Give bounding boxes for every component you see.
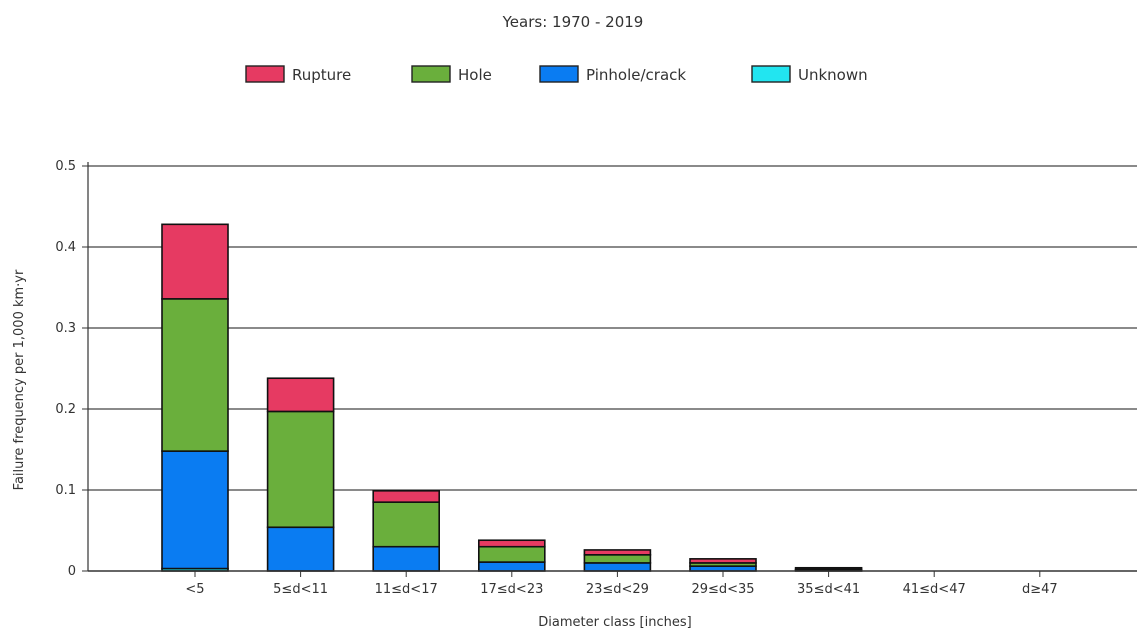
- legend-swatch: [411, 65, 451, 83]
- bar-pinhole-crack-3: [477, 561, 546, 572]
- bar-pinhole-crack-1: [266, 526, 335, 572]
- x-tick-label: 29≤d<35: [691, 582, 754, 597]
- y-axis-label: Failure frequency per 1,000 km·yr: [12, 269, 27, 490]
- bar-rupture-4: [583, 549, 652, 556]
- bar-rupture-3: [477, 539, 546, 548]
- legend-item-pinhole-crack: Pinhole/crack: [539, 65, 686, 84]
- grid-lines: [88, 165, 1137, 491]
- legend-label: Unknown: [798, 66, 868, 84]
- bar-rupture-5: [689, 558, 757, 564]
- bar-pinhole-crack-0: [161, 450, 229, 570]
- legend-swatch: [539, 65, 579, 83]
- bar-pinhole-crack-2: [372, 545, 441, 572]
- legend-label: Hole: [458, 66, 492, 84]
- bar-rupture-2: [372, 490, 441, 503]
- x-tick-label: 11≤d<17: [375, 582, 438, 597]
- y-tick-label: 0.4: [55, 240, 76, 255]
- legend-item-unknown: Unknown: [751, 65, 868, 84]
- bar-hole-4: [583, 553, 652, 564]
- legend-swatch: [245, 65, 285, 83]
- bar-rupture-6: [794, 566, 863, 571]
- x-tick-label: 17≤d<23: [480, 582, 543, 597]
- bar-pinhole-crack-4: [583, 562, 652, 572]
- x-axis-label: Diameter class [inches]: [538, 615, 691, 630]
- x-tick-label: 35≤d<41: [797, 582, 860, 597]
- bar-hole-1: [266, 410, 335, 529]
- x-axis-ticks: <5 5≤d<11 11≤d<17 17≤d<23 23≤d<29 29≤d<35 35≤d…: [185, 571, 1058, 597]
- chart-legend: Rupture Hole Pinhole/crack Unknown: [245, 65, 868, 84]
- x-tick-label: 5≤d<11: [273, 582, 328, 597]
- legend-swatch: [751, 65, 791, 83]
- y-tick-label: 0.2: [55, 402, 76, 417]
- legend-label: Pinhole/crack: [586, 66, 686, 84]
- legend-item-hole: Hole: [411, 65, 492, 84]
- bars: [161, 223, 863, 572]
- x-tick-label: 41≤d<47: [903, 582, 966, 597]
- y-tick-label: 0.3: [55, 321, 76, 336]
- y-axis-ticks: 0 0.1 0.2 0.3 0.4 0.5: [55, 159, 88, 579]
- bar-rupture-0: [161, 223, 229, 300]
- legend-label: Rupture: [292, 66, 351, 84]
- bar-hole-0: [161, 298, 229, 452]
- legend-item-rupture: Rupture: [245, 65, 351, 84]
- bar-hole-2: [372, 501, 441, 548]
- x-tick-label: 23≤d<29: [586, 582, 649, 597]
- bar-rupture-1: [266, 377, 335, 413]
- x-tick-label: d≥47: [1022, 582, 1058, 597]
- y-tick-label: 0.5: [55, 159, 76, 174]
- chart-title: Years: 1970 - 2019: [502, 13, 644, 31]
- y-tick-label: 0.1: [55, 483, 76, 498]
- x-tick-label: <5: [185, 582, 204, 597]
- bar-hole-3: [477, 545, 546, 563]
- y-tick-label: 0: [68, 564, 76, 579]
- axes: [87, 162, 1137, 572]
